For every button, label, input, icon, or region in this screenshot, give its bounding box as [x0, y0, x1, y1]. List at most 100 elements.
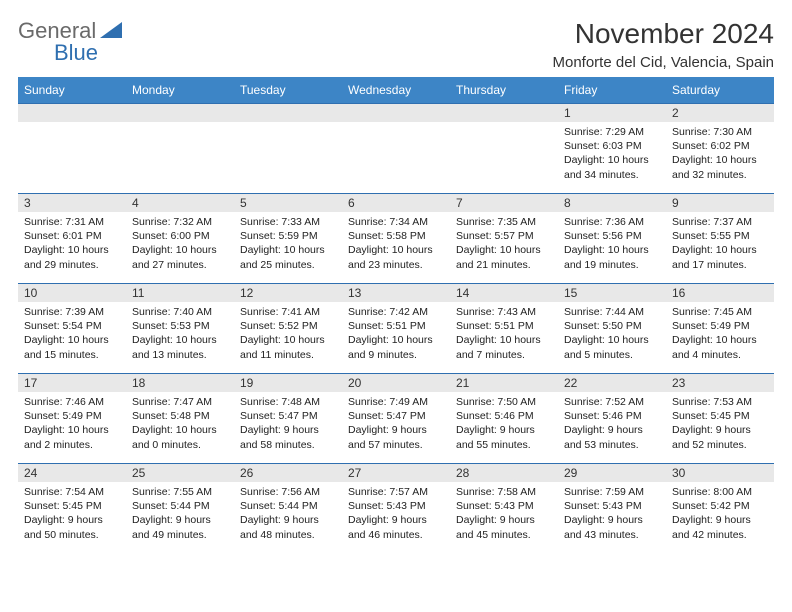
- daylight-text: Daylight: 9 hours and 50 minutes.: [24, 513, 120, 541]
- calendar-day-cell: 30Sunrise: 8:00 AMSunset: 5:42 PMDayligh…: [666, 464, 774, 554]
- day-number: 12: [234, 284, 342, 302]
- day-details: Sunrise: 7:34 AMSunset: 5:58 PMDaylight:…: [342, 212, 450, 276]
- calendar-day-cell: 26Sunrise: 7:56 AMSunset: 5:44 PMDayligh…: [234, 464, 342, 554]
- sunset-text: Sunset: 5:44 PM: [132, 499, 228, 513]
- day-details: Sunrise: 7:58 AMSunset: 5:43 PMDaylight:…: [450, 482, 558, 546]
- day-details: Sunrise: 7:43 AMSunset: 5:51 PMDaylight:…: [450, 302, 558, 366]
- daylight-text: Daylight: 10 hours and 34 minutes.: [564, 153, 660, 181]
- day-details: Sunrise: 7:56 AMSunset: 5:44 PMDaylight:…: [234, 482, 342, 546]
- day-details: Sunrise: 7:45 AMSunset: 5:49 PMDaylight:…: [666, 302, 774, 366]
- calendar-day-cell: [450, 104, 558, 194]
- day-number: 26: [234, 464, 342, 482]
- daylight-text: Daylight: 10 hours and 4 minutes.: [672, 333, 768, 361]
- sunset-text: Sunset: 5:46 PM: [564, 409, 660, 423]
- weekday-saturday: Saturday: [666, 77, 774, 104]
- sunset-text: Sunset: 5:44 PM: [240, 499, 336, 513]
- calendar-day-cell: 20Sunrise: 7:49 AMSunset: 5:47 PMDayligh…: [342, 374, 450, 464]
- weekday-tuesday: Tuesday: [234, 77, 342, 104]
- day-number: 18: [126, 374, 234, 392]
- calendar-day-cell: 13Sunrise: 7:42 AMSunset: 5:51 PMDayligh…: [342, 284, 450, 374]
- sunset-text: Sunset: 5:52 PM: [240, 319, 336, 333]
- sunset-text: Sunset: 5:48 PM: [132, 409, 228, 423]
- day-number: 4: [126, 194, 234, 212]
- calendar-day-cell: [342, 104, 450, 194]
- sunrise-text: Sunrise: 7:47 AM: [132, 395, 228, 409]
- day-number: 7: [450, 194, 558, 212]
- daylight-text: Daylight: 9 hours and 52 minutes.: [672, 423, 768, 451]
- calendar-day-cell: [234, 104, 342, 194]
- daylight-text: Daylight: 10 hours and 27 minutes.: [132, 243, 228, 271]
- day-number: [450, 104, 558, 122]
- sunrise-text: Sunrise: 7:49 AM: [348, 395, 444, 409]
- calendar-day-cell: 14Sunrise: 7:43 AMSunset: 5:51 PMDayligh…: [450, 284, 558, 374]
- calendar-day-cell: 10Sunrise: 7:39 AMSunset: 5:54 PMDayligh…: [18, 284, 126, 374]
- sunrise-text: Sunrise: 7:29 AM: [564, 125, 660, 139]
- day-number: 10: [18, 284, 126, 302]
- day-number: 1: [558, 104, 666, 122]
- day-number: 29: [558, 464, 666, 482]
- calendar-day-cell: 21Sunrise: 7:50 AMSunset: 5:46 PMDayligh…: [450, 374, 558, 464]
- daylight-text: Daylight: 10 hours and 0 minutes.: [132, 423, 228, 451]
- sunrise-text: Sunrise: 7:57 AM: [348, 485, 444, 499]
- sunset-text: Sunset: 5:58 PM: [348, 229, 444, 243]
- sunset-text: Sunset: 5:46 PM: [456, 409, 552, 423]
- day-number: 14: [450, 284, 558, 302]
- daylight-text: Daylight: 9 hours and 49 minutes.: [132, 513, 228, 541]
- daylight-text: Daylight: 9 hours and 48 minutes.: [240, 513, 336, 541]
- day-number: 21: [450, 374, 558, 392]
- calendar-day-cell: 25Sunrise: 7:55 AMSunset: 5:44 PMDayligh…: [126, 464, 234, 554]
- day-number: 11: [126, 284, 234, 302]
- sunrise-text: Sunrise: 7:46 AM: [24, 395, 120, 409]
- title-block: November 2024 Monforte del Cid, Valencia…: [552, 18, 774, 71]
- daylight-text: Daylight: 9 hours and 57 minutes.: [348, 423, 444, 451]
- page-title: November 2024: [552, 18, 774, 50]
- weekday-sunday: Sunday: [18, 77, 126, 104]
- header: General Blue November 2024 Monforte del …: [18, 18, 774, 71]
- calendar-table: Sunday Monday Tuesday Wednesday Thursday…: [18, 77, 774, 554]
- day-number: 20: [342, 374, 450, 392]
- day-number: [126, 104, 234, 122]
- sunset-text: Sunset: 6:01 PM: [24, 229, 120, 243]
- sunrise-text: Sunrise: 7:30 AM: [672, 125, 768, 139]
- calendar-day-cell: [126, 104, 234, 194]
- weekday-thursday: Thursday: [450, 77, 558, 104]
- sunrise-text: Sunrise: 7:56 AM: [240, 485, 336, 499]
- calendar-day-cell: 6Sunrise: 7:34 AMSunset: 5:58 PMDaylight…: [342, 194, 450, 284]
- sunrise-text: Sunrise: 7:31 AM: [24, 215, 120, 229]
- sunset-text: Sunset: 5:49 PM: [24, 409, 120, 423]
- logo-triangle-icon: [100, 20, 122, 43]
- day-number: 8: [558, 194, 666, 212]
- sunrise-text: Sunrise: 7:59 AM: [564, 485, 660, 499]
- sunset-text: Sunset: 5:51 PM: [456, 319, 552, 333]
- calendar-day-cell: 3Sunrise: 7:31 AMSunset: 6:01 PMDaylight…: [18, 194, 126, 284]
- calendar-day-cell: 16Sunrise: 7:45 AMSunset: 5:49 PMDayligh…: [666, 284, 774, 374]
- day-details: Sunrise: 7:48 AMSunset: 5:47 PMDaylight:…: [234, 392, 342, 456]
- sunrise-text: Sunrise: 7:33 AM: [240, 215, 336, 229]
- day-details: Sunrise: 7:29 AMSunset: 6:03 PMDaylight:…: [558, 122, 666, 186]
- calendar-day-cell: 2Sunrise: 7:30 AMSunset: 6:02 PMDaylight…: [666, 104, 774, 194]
- calendar-day-cell: 28Sunrise: 7:58 AMSunset: 5:43 PMDayligh…: [450, 464, 558, 554]
- day-number: 2: [666, 104, 774, 122]
- day-details: Sunrise: 7:30 AMSunset: 6:02 PMDaylight:…: [666, 122, 774, 186]
- sunrise-text: Sunrise: 7:52 AM: [564, 395, 660, 409]
- daylight-text: Daylight: 10 hours and 7 minutes.: [456, 333, 552, 361]
- day-details: Sunrise: 7:31 AMSunset: 6:01 PMDaylight:…: [18, 212, 126, 276]
- calendar-week-row: 10Sunrise: 7:39 AMSunset: 5:54 PMDayligh…: [18, 284, 774, 374]
- calendar-day-cell: [18, 104, 126, 194]
- daylight-text: Daylight: 10 hours and 13 minutes.: [132, 333, 228, 361]
- sunset-text: Sunset: 5:43 PM: [456, 499, 552, 513]
- calendar-day-cell: 19Sunrise: 7:48 AMSunset: 5:47 PMDayligh…: [234, 374, 342, 464]
- daylight-text: Daylight: 10 hours and 17 minutes.: [672, 243, 768, 271]
- sunset-text: Sunset: 5:45 PM: [24, 499, 120, 513]
- sunrise-text: Sunrise: 8:00 AM: [672, 485, 768, 499]
- sunset-text: Sunset: 5:55 PM: [672, 229, 768, 243]
- calendar-day-cell: 24Sunrise: 7:54 AMSunset: 5:45 PMDayligh…: [18, 464, 126, 554]
- daylight-text: Daylight: 10 hours and 15 minutes.: [24, 333, 120, 361]
- day-details: Sunrise: 7:36 AMSunset: 5:56 PMDaylight:…: [558, 212, 666, 276]
- day-number: 23: [666, 374, 774, 392]
- weekday-header-row: Sunday Monday Tuesday Wednesday Thursday…: [18, 77, 774, 104]
- day-number: 22: [558, 374, 666, 392]
- day-details: Sunrise: 7:39 AMSunset: 5:54 PMDaylight:…: [18, 302, 126, 366]
- calendar-day-cell: 1Sunrise: 7:29 AMSunset: 6:03 PMDaylight…: [558, 104, 666, 194]
- daylight-text: Daylight: 10 hours and 19 minutes.: [564, 243, 660, 271]
